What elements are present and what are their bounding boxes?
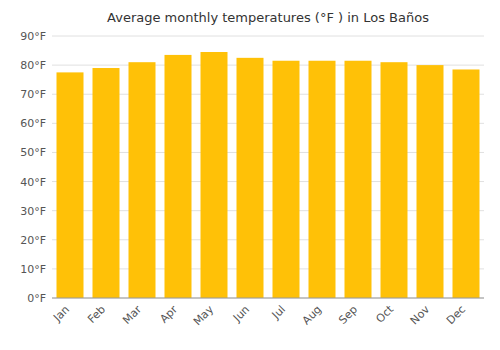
x-tick-label: Jun (230, 303, 252, 325)
x-tick-label: Feb (85, 303, 108, 326)
x-axis: Jan Feb Mar Apr May Jun Jul Aug Sep Oct Nov Dec (50, 298, 484, 328)
x-tick-label: Jan (50, 303, 72, 325)
x-tick-label: Nov (408, 303, 433, 328)
y-tick-label: 30°F (20, 205, 46, 218)
y-tick-label: 80°F (20, 59, 46, 72)
x-tick-label: Mar (120, 303, 144, 327)
x-tick-label: Jul (269, 303, 288, 322)
y-tick-label: 70°F (20, 88, 46, 101)
bar (309, 61, 336, 298)
y-tick-label: 40°F (20, 176, 46, 189)
x-axis-line (52, 298, 484, 299)
bar (129, 62, 156, 298)
bar (453, 69, 480, 298)
chart-container: Average monthly temperatures (°F ) in Lo… (0, 0, 500, 350)
grid-line (52, 36, 484, 37)
x-tick-label: Aug (300, 303, 324, 327)
bar (165, 55, 192, 298)
x-tick-label: Dec (444, 303, 468, 327)
y-tick-label: 90°F (20, 30, 46, 43)
y-tick-label: 10°F (20, 263, 46, 276)
x-tick-label: Sep (336, 303, 360, 327)
bar (93, 68, 120, 298)
bar (237, 58, 264, 298)
y-tick-label: 0°F (27, 292, 46, 305)
title: Average monthly temperatures (°F ) in Lo… (107, 10, 429, 25)
bars (57, 52, 480, 298)
y-axis: 0°F 10°F 20°F 30°F 40°F 50°F 60°F 70°F 80°F 90°F (20, 30, 46, 305)
bar (345, 61, 372, 298)
bar (381, 62, 408, 298)
y-tick-label: 60°F (20, 117, 46, 130)
bar (201, 52, 228, 298)
x-tick-label: Oct (373, 302, 396, 325)
y-tick-label: 20°F (20, 234, 46, 247)
bar (57, 72, 84, 298)
bar (273, 61, 300, 298)
x-tick-label: May (191, 303, 217, 329)
grid-line (52, 298, 484, 299)
bar (417, 65, 444, 298)
x-tick-label: Apr (157, 303, 180, 326)
grid (52, 36, 484, 298)
y-tick-label: 50°F (20, 146, 46, 159)
chart-svg: Average monthly temperatures (°F ) in Lo… (0, 0, 500, 350)
